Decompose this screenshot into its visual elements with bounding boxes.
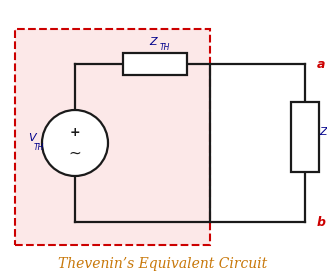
Bar: [291, 102, 319, 172]
Text: TH: TH: [34, 143, 44, 153]
Text: a: a: [317, 58, 325, 71]
Text: b: b: [317, 216, 326, 229]
Bar: [15, 29, 210, 245]
Text: TH: TH: [160, 43, 170, 53]
Bar: [123, 53, 187, 75]
Text: V: V: [28, 133, 36, 143]
Text: Z: Z: [319, 127, 327, 137]
Text: Z: Z: [149, 37, 157, 47]
Text: ~: ~: [69, 145, 81, 160]
Text: Thevenin’s Equivalent Circuit: Thevenin’s Equivalent Circuit: [59, 257, 267, 271]
Text: +: +: [70, 127, 80, 140]
Circle shape: [42, 110, 108, 176]
